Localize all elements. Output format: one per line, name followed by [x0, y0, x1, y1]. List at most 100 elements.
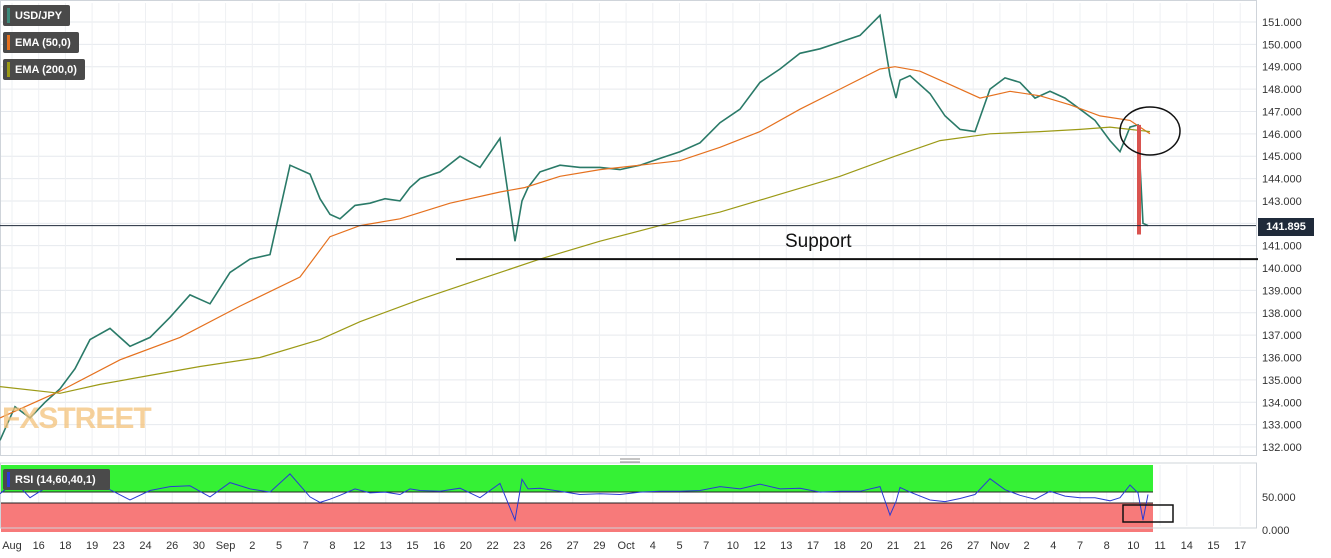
- legend-symbol-label: USD/JPY: [15, 9, 63, 22]
- y-tick-label: 140.000: [1262, 263, 1302, 275]
- rsi-tick-label: 50.000: [1262, 492, 1296, 504]
- x-tick-label: Aug: [2, 540, 22, 552]
- x-tick-label: 13: [780, 540, 792, 552]
- y-tick-label: 132.000: [1262, 442, 1302, 454]
- x-tick-label: 11: [1154, 540, 1165, 552]
- x-tick-label: 5: [676, 540, 682, 552]
- axes: [0, 0, 1257, 529]
- x-tick-label: Nov: [990, 540, 1010, 552]
- rsi-tick-label: 0.000: [1262, 525, 1290, 537]
- x-tick-label: 19: [86, 540, 98, 552]
- x-tick-label: 14: [1181, 540, 1193, 552]
- x-tick-label: 18: [59, 540, 71, 552]
- x-tick-label: 26: [166, 540, 178, 552]
- x-tick-label: 23: [513, 540, 525, 552]
- y-tick-label: 146.000: [1262, 129, 1302, 141]
- legend-symbol[interactable]: USD/JPY: [3, 5, 71, 26]
- rsi-oversold-zone: [1, 503, 1153, 532]
- x-tick-label: 21: [887, 540, 899, 552]
- rsi-panel-border: [0, 462, 1257, 529]
- x-tick-label: 21: [914, 540, 926, 552]
- x-tick-label: Sep: [216, 540, 236, 552]
- fxstreet-watermark: FXSTREET: [2, 402, 152, 435]
- x-tick-label: 17: [807, 540, 819, 552]
- y-tick-label: 136.000: [1262, 353, 1302, 365]
- legend-ema50-label: EMA (50,0): [15, 36, 71, 49]
- x-tick-label: 10: [1127, 540, 1139, 552]
- legend-ema200[interactable]: EMA (200,0): [3, 59, 85, 80]
- y-axis-labels: 151.000 150.000 149.000 148.000 147.000 146.0…: [1262, 17, 1302, 537]
- x-tick-label: 27: [567, 540, 579, 552]
- annotations: [0, 106, 1258, 523]
- x-tick-label: 26: [940, 540, 952, 552]
- x-tick-label: 7: [1077, 540, 1083, 552]
- legend-ema50[interactable]: EMA (50,0): [3, 32, 79, 53]
- y-tick-label: 143.000: [1262, 196, 1302, 208]
- series-line-ema50: [0, 66, 1151, 419]
- x-tick-label: 29: [593, 540, 605, 552]
- x-tick-label: 15: [1207, 540, 1219, 552]
- ema200-swatch: [7, 62, 10, 77]
- y-tick-label: 149.000: [1262, 62, 1302, 74]
- y-tick-label: 148.000: [1262, 84, 1302, 96]
- x-tick-label: Oct: [618, 540, 635, 552]
- x-tick-label: 16: [433, 540, 445, 552]
- x-tick-label: 22: [486, 540, 498, 552]
- x-tick-label: 23: [113, 540, 125, 552]
- x-tick-label: 4: [650, 540, 656, 552]
- x-tick-label: 12: [353, 540, 365, 552]
- y-tick-label: 135.000: [1262, 375, 1302, 387]
- rsi-box-annotation: [1122, 504, 1174, 523]
- legend-rsi[interactable]: RSI (14,60,40,1): [3, 469, 110, 490]
- ema50-swatch: [7, 35, 10, 50]
- x-tick-label: 12: [753, 540, 765, 552]
- y-tick-label: 138.000: [1262, 308, 1302, 320]
- x-tick-label: 18: [834, 540, 846, 552]
- y-tick-label: 150.000: [1262, 39, 1302, 51]
- legend-rsi-label: RSI (14,60,40,1): [15, 473, 96, 486]
- x-tick-label: 17: [1234, 540, 1246, 552]
- x-tick-label: 27: [967, 540, 979, 552]
- y-tick-label: 144.000: [1262, 174, 1302, 186]
- y-tick-label: 139.000: [1262, 285, 1302, 297]
- x-tick-label: 2: [1024, 540, 1030, 552]
- grid-lines: [0, 3, 1256, 526]
- y-tick-label: 147.000: [1262, 106, 1302, 118]
- x-tick-label: 10: [727, 540, 739, 552]
- x-tick-label: 5: [276, 540, 282, 552]
- series-line-price: [0, 13, 1149, 441]
- series-layer: [0, 13, 1151, 522]
- rsi-line: [0, 473, 1149, 522]
- circle-annotation: [1119, 106, 1181, 156]
- x-tick-label: 20: [860, 540, 872, 552]
- x-tick-label: 7: [303, 540, 309, 552]
- x-tick-label: 4: [1050, 540, 1056, 552]
- y-tick-label: 137.000: [1262, 330, 1302, 342]
- x-tick-label: 8: [1104, 540, 1110, 552]
- legend-ema200-label: EMA (200,0): [15, 63, 77, 76]
- symbol-swatch: [7, 8, 10, 23]
- drop-candle: [1137, 124, 1141, 235]
- x-tick-label: 2: [249, 540, 255, 552]
- x-tick-label: 24: [139, 540, 151, 552]
- support-label: Support: [785, 231, 852, 252]
- rsi-zones: [1, 465, 1153, 532]
- x-tick-label: 15: [406, 540, 418, 552]
- series-line-ema200: [0, 126, 1151, 394]
- x-tick-label: 16: [33, 540, 45, 552]
- x-tick-label: 7: [703, 540, 709, 552]
- x-axis-labels: Aug 16 18 19 23 24 26 30 Sep 2 5 7 8 12 13 15 16 20 22 23 26…: [2, 540, 1246, 552]
- y-tick-label: 141.000: [1262, 241, 1302, 253]
- y-tick-label: 145.000: [1262, 151, 1302, 163]
- last-price-tag: 141.895: [1258, 218, 1314, 236]
- rsi-swatch: [7, 472, 10, 487]
- x-tick-label: 26: [540, 540, 552, 552]
- y-tick-label: 133.000: [1262, 420, 1302, 432]
- x-tick-label: 20: [460, 540, 472, 552]
- price-panel-border: [0, 0, 1257, 456]
- x-tick-label: 30: [193, 540, 205, 552]
- x-tick-label: 8: [329, 540, 335, 552]
- y-tick-label: 151.000: [1262, 17, 1302, 29]
- y-tick-label: 134.000: [1262, 397, 1302, 409]
